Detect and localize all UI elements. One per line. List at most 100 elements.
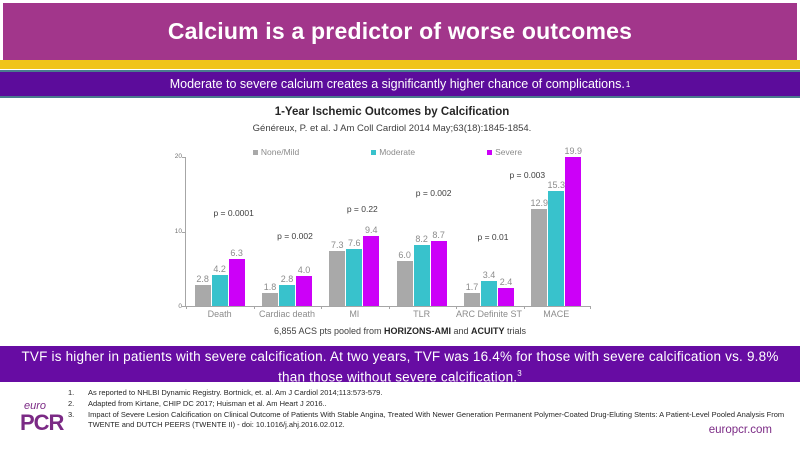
logo-pcr-text: PCR (20, 410, 64, 435)
legend-swatch-icon (487, 149, 493, 155)
bar-cluster: 2.8 4.2 6.3 (194, 247, 245, 306)
bar-value-label: 7.6 (348, 238, 361, 248)
y-axis-tick-mark (182, 306, 185, 307)
bar-with-label: 8.7 (430, 230, 447, 306)
conclusion-banner: TVF is higher in patients with severe ca… (0, 346, 800, 385)
x-axis-category-label: Death (207, 309, 232, 319)
conclusion-line-1: TVF is higher in patients with severe ca… (21, 349, 779, 364)
slide-header: Calcium is a predictor of worse outcomes (3, 3, 797, 60)
footnotes-list: As reported to NHLBI Dynamic Registry. B… (64, 388, 786, 431)
bar-with-label: 4.2 (211, 263, 228, 306)
bar-with-label: 1.8 (261, 281, 278, 306)
y-axis-tick-mark (182, 232, 185, 233)
bar-none-mild (194, 285, 211, 306)
website-link[interactable]: europcr.com (708, 424, 772, 436)
subtitle-banner: Moderate to severe calcium creates a sig… (0, 70, 800, 98)
legend-item-none-mild: None/Mild (252, 147, 300, 157)
legend-item-severe: Severe (487, 147, 522, 157)
bar-with-label: 2.8 (194, 274, 211, 306)
bar-value-label: 8.2 (415, 233, 428, 244)
conclusion-footnote-ref: 3 (517, 369, 522, 378)
footnote-2: Adapted from Kirtane, CHIP DC 2017; Huis… (68, 399, 327, 409)
chart-plot: 2.8 4.2 6.3 p = 0.0001 Death 1.8 2.8 4.0 p = 0.0… (175, 146, 591, 319)
bar-none-mild (261, 292, 278, 306)
y-axis-tick-label: 20 (174, 153, 182, 160)
chart-group-mace: 12.9 15.3 19.9 p = 0.003 MACE (509, 146, 590, 319)
bar-with-label: 4.0 (295, 265, 312, 306)
bar-severe (430, 240, 447, 306)
x-axis-category-label: Cardiac death (258, 309, 316, 319)
footnote-3: Impact of Severe Lesion Calcification on… (68, 410, 785, 429)
bar-cluster: 1.7 3.4 2.4 (463, 269, 514, 306)
bar-value-label: 4.2 (213, 263, 226, 274)
bar-with-label: 6.0 (396, 250, 413, 306)
subtitle-text: Moderate to severe calcium creates a sig… (169, 77, 625, 91)
x-axis-tick-mark (389, 306, 390, 309)
logo-euro-text: euro (24, 400, 47, 412)
bar-value-label: 15.3 (547, 180, 566, 191)
x-axis-tick-mark (186, 306, 187, 309)
bar-moderate (548, 191, 565, 306)
x-axis-tick-mark (524, 306, 525, 309)
chart-group-death: 2.8 4.2 6.3 p = 0.0001 Death (186, 157, 254, 319)
bar-cluster: 1.8 2.8 4.0 (261, 265, 312, 306)
x-axis-category-label: MACE (543, 309, 570, 319)
x-axis-tick-mark (321, 306, 322, 309)
bar-severe (228, 258, 245, 306)
legend-label: None/Mild (260, 147, 300, 157)
bar-cluster: 12.9 15.3 19.9 (531, 145, 583, 306)
x-axis-category-label: MI (349, 309, 360, 319)
chart-group-mi: 7.3 7.6 9.4 p = 0.22 MI (321, 157, 388, 319)
legend-swatch-icon (371, 149, 377, 155)
y-axis-tick-label: 10 (174, 228, 182, 235)
bar-value-label: 6.3 (230, 247, 243, 258)
bar-moderate (480, 280, 497, 306)
bar-value-label: 1.7 (465, 282, 479, 293)
note-text: and (451, 326, 472, 336)
chart-source-citation: Généreux, P. et al. J Am Coll Cardiol 20… (252, 123, 532, 134)
bar-with-label: 7.3 (329, 240, 346, 306)
note-text: 6,855 ACS pts pooled from (273, 326, 385, 336)
bar-value-label: 1.8 (263, 281, 277, 292)
bar-moderate (278, 285, 295, 306)
chart-group-cardiac-death: 1.8 2.8 4.0 p = 0.002 Cardiac death (253, 157, 320, 319)
bar-value-label: 2.8 (280, 274, 294, 284)
bar-with-label: 7.6 (346, 238, 363, 306)
bar-value-label: 2.8 (196, 274, 209, 284)
bar-value-label: 4.0 (297, 265, 311, 275)
x-axis-tick-mark (456, 306, 457, 309)
x-axis-category-label: ARC Definite ST (455, 309, 522, 319)
note-text: trials (504, 326, 527, 336)
bar-value-label: 3.4 (482, 269, 496, 280)
legend-label: Moderate (379, 147, 416, 157)
bar-none-mild (396, 261, 413, 306)
legend-item-moderate: Moderate (371, 147, 415, 157)
bar-with-label: 1.7 (463, 282, 480, 306)
bar-none-mild (329, 251, 346, 306)
footnote-1: As reported to NHLBI Dynamic Registry. B… (68, 388, 383, 398)
bar-with-label: 2.4 (497, 277, 514, 306)
bar-cluster: 7.3 7.6 9.4 (329, 224, 380, 306)
bar-moderate (413, 244, 430, 306)
bar-with-label: 15.3 (547, 180, 566, 306)
bar-severe (295, 276, 312, 306)
bar-with-label: 6.3 (228, 247, 245, 306)
bar-moderate (211, 274, 228, 306)
p-value-label: p = 0.22 (346, 204, 378, 214)
chart-group-arc-definite-st: 1.7 3.4 2.4 p = 0.01 ARC Definite ST (455, 157, 522, 319)
chart-pooled-note: 6,855 ACS pts pooled from HORIZONS-AMI a… (0, 326, 800, 336)
bar-value-label: 2.4 (499, 277, 513, 287)
europcr-logo: euro PCR (20, 400, 64, 435)
bar-with-label: 19.9 (564, 145, 583, 306)
yellow-divider (0, 60, 800, 69)
x-axis-tick-mark (590, 306, 591, 309)
p-value-label: p = 0.002 (415, 188, 452, 198)
p-value-label: p = 0.002 (277, 231, 313, 241)
chart-title: 1-Year Ischemic Outcomes by Calcificatio… (274, 106, 510, 118)
bar-value-label: 9.4 (365, 224, 378, 235)
bar-severe (363, 235, 380, 306)
bar-value-label: 19.9 (564, 145, 583, 156)
legend-label: Severe (495, 147, 523, 157)
note-trial-2: ACUITY (471, 326, 505, 336)
